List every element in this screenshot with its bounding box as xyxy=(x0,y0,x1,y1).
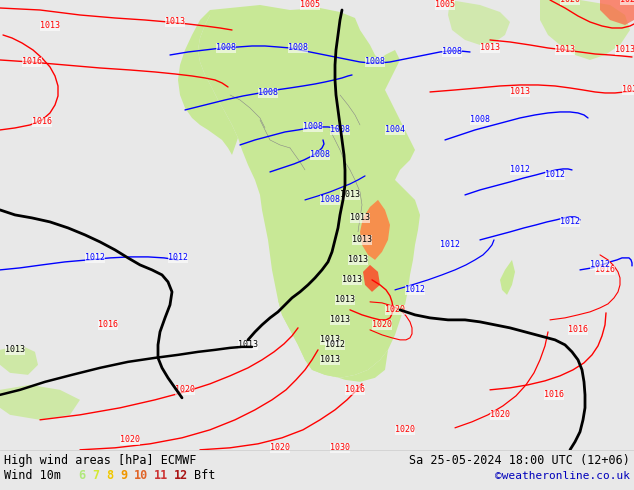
Text: 1013: 1013 xyxy=(480,44,500,52)
Text: 1013: 1013 xyxy=(340,191,360,199)
Polygon shape xyxy=(540,0,630,60)
Text: 1013: 1013 xyxy=(350,214,370,222)
Text: 7: 7 xyxy=(92,469,99,483)
Text: 1008: 1008 xyxy=(365,57,385,67)
Text: 1013: 1013 xyxy=(320,355,340,365)
Text: 1013: 1013 xyxy=(342,275,362,284)
Text: 1008: 1008 xyxy=(330,125,350,134)
Text: 1013: 1013 xyxy=(335,295,355,304)
Polygon shape xyxy=(0,345,38,375)
Text: 1013: 1013 xyxy=(352,235,372,245)
Text: 1013: 1013 xyxy=(165,18,185,26)
Text: 1016: 1016 xyxy=(345,385,365,394)
Text: Bft: Bft xyxy=(194,469,216,483)
Text: 6: 6 xyxy=(78,469,85,483)
Text: 1016: 1016 xyxy=(32,118,52,126)
Text: 1008: 1008 xyxy=(470,116,490,124)
Text: 1013: 1013 xyxy=(348,255,368,265)
Text: 1005: 1005 xyxy=(300,0,320,9)
Text: 1008: 1008 xyxy=(303,122,323,131)
Text: 1012: 1012 xyxy=(440,241,460,249)
Text: 1013: 1013 xyxy=(622,85,634,95)
Text: 1012: 1012 xyxy=(405,285,425,294)
Text: High wind areas [hPa] ECMWF: High wind areas [hPa] ECMWF xyxy=(4,454,197,467)
Text: 1020: 1020 xyxy=(120,435,140,444)
Polygon shape xyxy=(500,260,515,295)
Text: Wind 10m: Wind 10m xyxy=(4,469,61,483)
Text: 8: 8 xyxy=(106,469,113,483)
Text: 1016: 1016 xyxy=(568,325,588,334)
Polygon shape xyxy=(198,5,420,378)
Text: ©weatheronline.co.uk: ©weatheronline.co.uk xyxy=(495,471,630,481)
Text: 1030: 1030 xyxy=(330,443,350,452)
Text: 12: 12 xyxy=(174,469,188,483)
Text: 1013: 1013 xyxy=(555,46,575,54)
Text: 1012: 1012 xyxy=(560,218,580,226)
Text: 1020: 1020 xyxy=(560,0,580,4)
Text: 1012: 1012 xyxy=(168,253,188,263)
Text: 1008: 1008 xyxy=(442,48,462,56)
Text: 1013: 1013 xyxy=(238,341,258,349)
Text: 1012: 1012 xyxy=(85,253,105,263)
Text: 1004: 1004 xyxy=(385,125,405,134)
Polygon shape xyxy=(448,0,510,45)
Text: 1008: 1008 xyxy=(288,44,308,52)
Polygon shape xyxy=(363,265,380,292)
Text: 11: 11 xyxy=(154,469,168,483)
Text: 1008: 1008 xyxy=(310,150,330,159)
Text: 1020: 1020 xyxy=(620,0,634,4)
Text: Sa 25-05-2024 18:00 UTC (12+06): Sa 25-05-2024 18:00 UTC (12+06) xyxy=(409,454,630,467)
Polygon shape xyxy=(600,0,634,25)
Text: 1020: 1020 xyxy=(490,410,510,419)
Text: 10: 10 xyxy=(134,469,148,483)
Text: 1012: 1012 xyxy=(510,166,530,174)
Text: 1005: 1005 xyxy=(435,0,455,9)
Polygon shape xyxy=(0,385,80,420)
Text: 1012: 1012 xyxy=(325,341,345,349)
Text: 1016: 1016 xyxy=(98,320,118,329)
Polygon shape xyxy=(360,200,390,260)
Polygon shape xyxy=(178,10,238,155)
Text: 9: 9 xyxy=(120,469,127,483)
Text: 1008: 1008 xyxy=(216,44,236,52)
Text: 1013: 1013 xyxy=(510,87,530,97)
Text: 1013: 1013 xyxy=(5,345,25,354)
Text: 1016: 1016 xyxy=(544,391,564,399)
Text: 1020: 1020 xyxy=(395,425,415,434)
Text: 1016: 1016 xyxy=(595,266,615,274)
Text: 1020: 1020 xyxy=(385,305,405,315)
Text: 1012: 1012 xyxy=(590,260,610,270)
Text: 1013: 1013 xyxy=(40,22,60,30)
Text: 1012: 1012 xyxy=(545,171,565,179)
Text: 1008: 1008 xyxy=(320,196,340,204)
Text: 1020: 1020 xyxy=(270,443,290,452)
Text: 1008: 1008 xyxy=(258,89,278,98)
Text: 1013: 1013 xyxy=(330,316,350,324)
Polygon shape xyxy=(278,300,388,382)
Text: 1020: 1020 xyxy=(372,320,392,329)
Text: 1013: 1013 xyxy=(615,46,634,54)
Text: 1013: 1013 xyxy=(320,335,340,344)
Text: 1020: 1020 xyxy=(175,385,195,394)
Text: 1016: 1016 xyxy=(22,57,42,67)
